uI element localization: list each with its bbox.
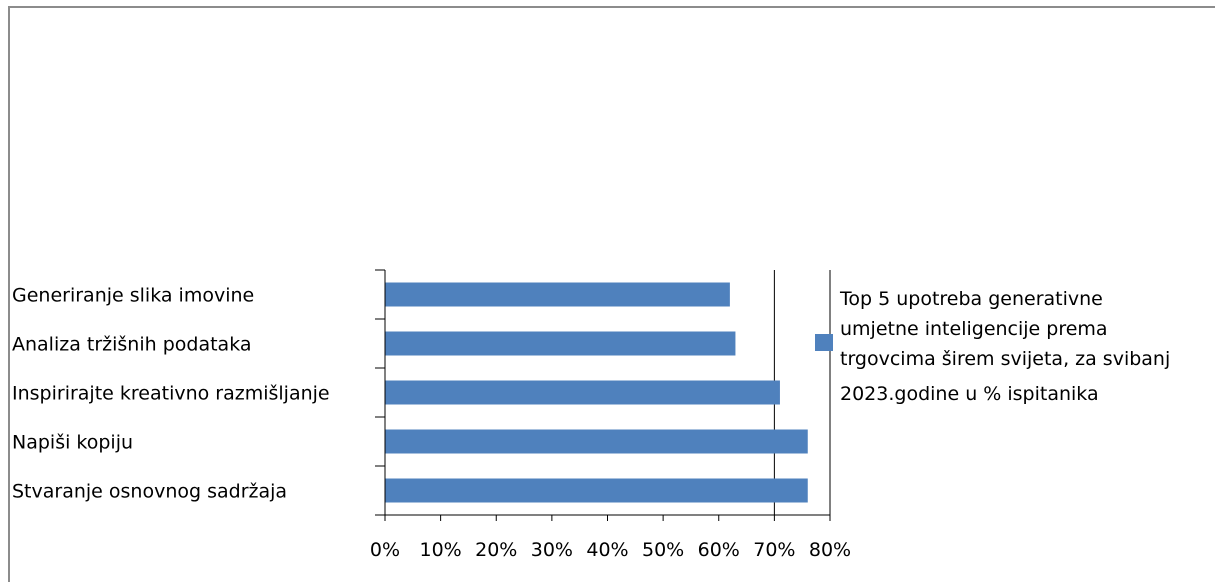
- x-tick-labels: 0% 10% 20% 30% 40% 50% 60% 70% 80%: [370, 539, 851, 561]
- bar-0: [385, 282, 730, 307]
- bar-1: [385, 331, 736, 356]
- legend-line-2: umjetne inteligencije prema: [840, 318, 1108, 340]
- axes: [375, 269, 831, 521]
- category-label-3: Napiši kopiju: [12, 432, 133, 454]
- category-label-2: Inspirirajte kreativno razmišljanje: [12, 383, 330, 405]
- bar-3: [385, 429, 808, 454]
- x-tick-label-7: 70%: [753, 539, 795, 561]
- category-label-4: Stvaranje osnovnog sadržaja: [12, 481, 287, 503]
- x-tick-label-2: 20%: [475, 539, 517, 561]
- bar-4: [385, 478, 808, 503]
- x-tick-label-6: 60%: [698, 539, 740, 561]
- bars: [385, 282, 808, 503]
- legend-line-4: 2023.godine u % ispitanika: [840, 383, 1099, 405]
- legend-line-1: Top 5 upotreba generativne: [839, 288, 1103, 310]
- legend-swatch: [815, 334, 833, 351]
- x-tick-label-4: 40%: [586, 539, 628, 561]
- x-tick-label-5: 50%: [642, 539, 684, 561]
- category-label-1: Analiza tržišnih podataka: [12, 334, 252, 356]
- x-tick-label-0: 0%: [370, 539, 400, 561]
- x-tick-label-8: 80%: [809, 539, 851, 561]
- legend-line-3: trgovcima širem svijeta, za svibanj: [840, 348, 1170, 370]
- chart-frame: [8, 6, 1215, 582]
- gridlines: [773, 270, 831, 515]
- legend-text: Top 5 upotreba generativne umjetne intel…: [839, 288, 1176, 405]
- bar-2: [385, 380, 780, 405]
- category-labels: Generiranje slika imovine Analiza tržišni…: [12, 285, 330, 503]
- category-label-0: Generiranje slika imovine: [12, 285, 254, 307]
- x-tick-label-1: 10%: [420, 539, 462, 561]
- x-tick-label-3: 30%: [531, 539, 573, 561]
- legend: Top 5 upotreba generativne umjetne intel…: [815, 288, 1176, 405]
